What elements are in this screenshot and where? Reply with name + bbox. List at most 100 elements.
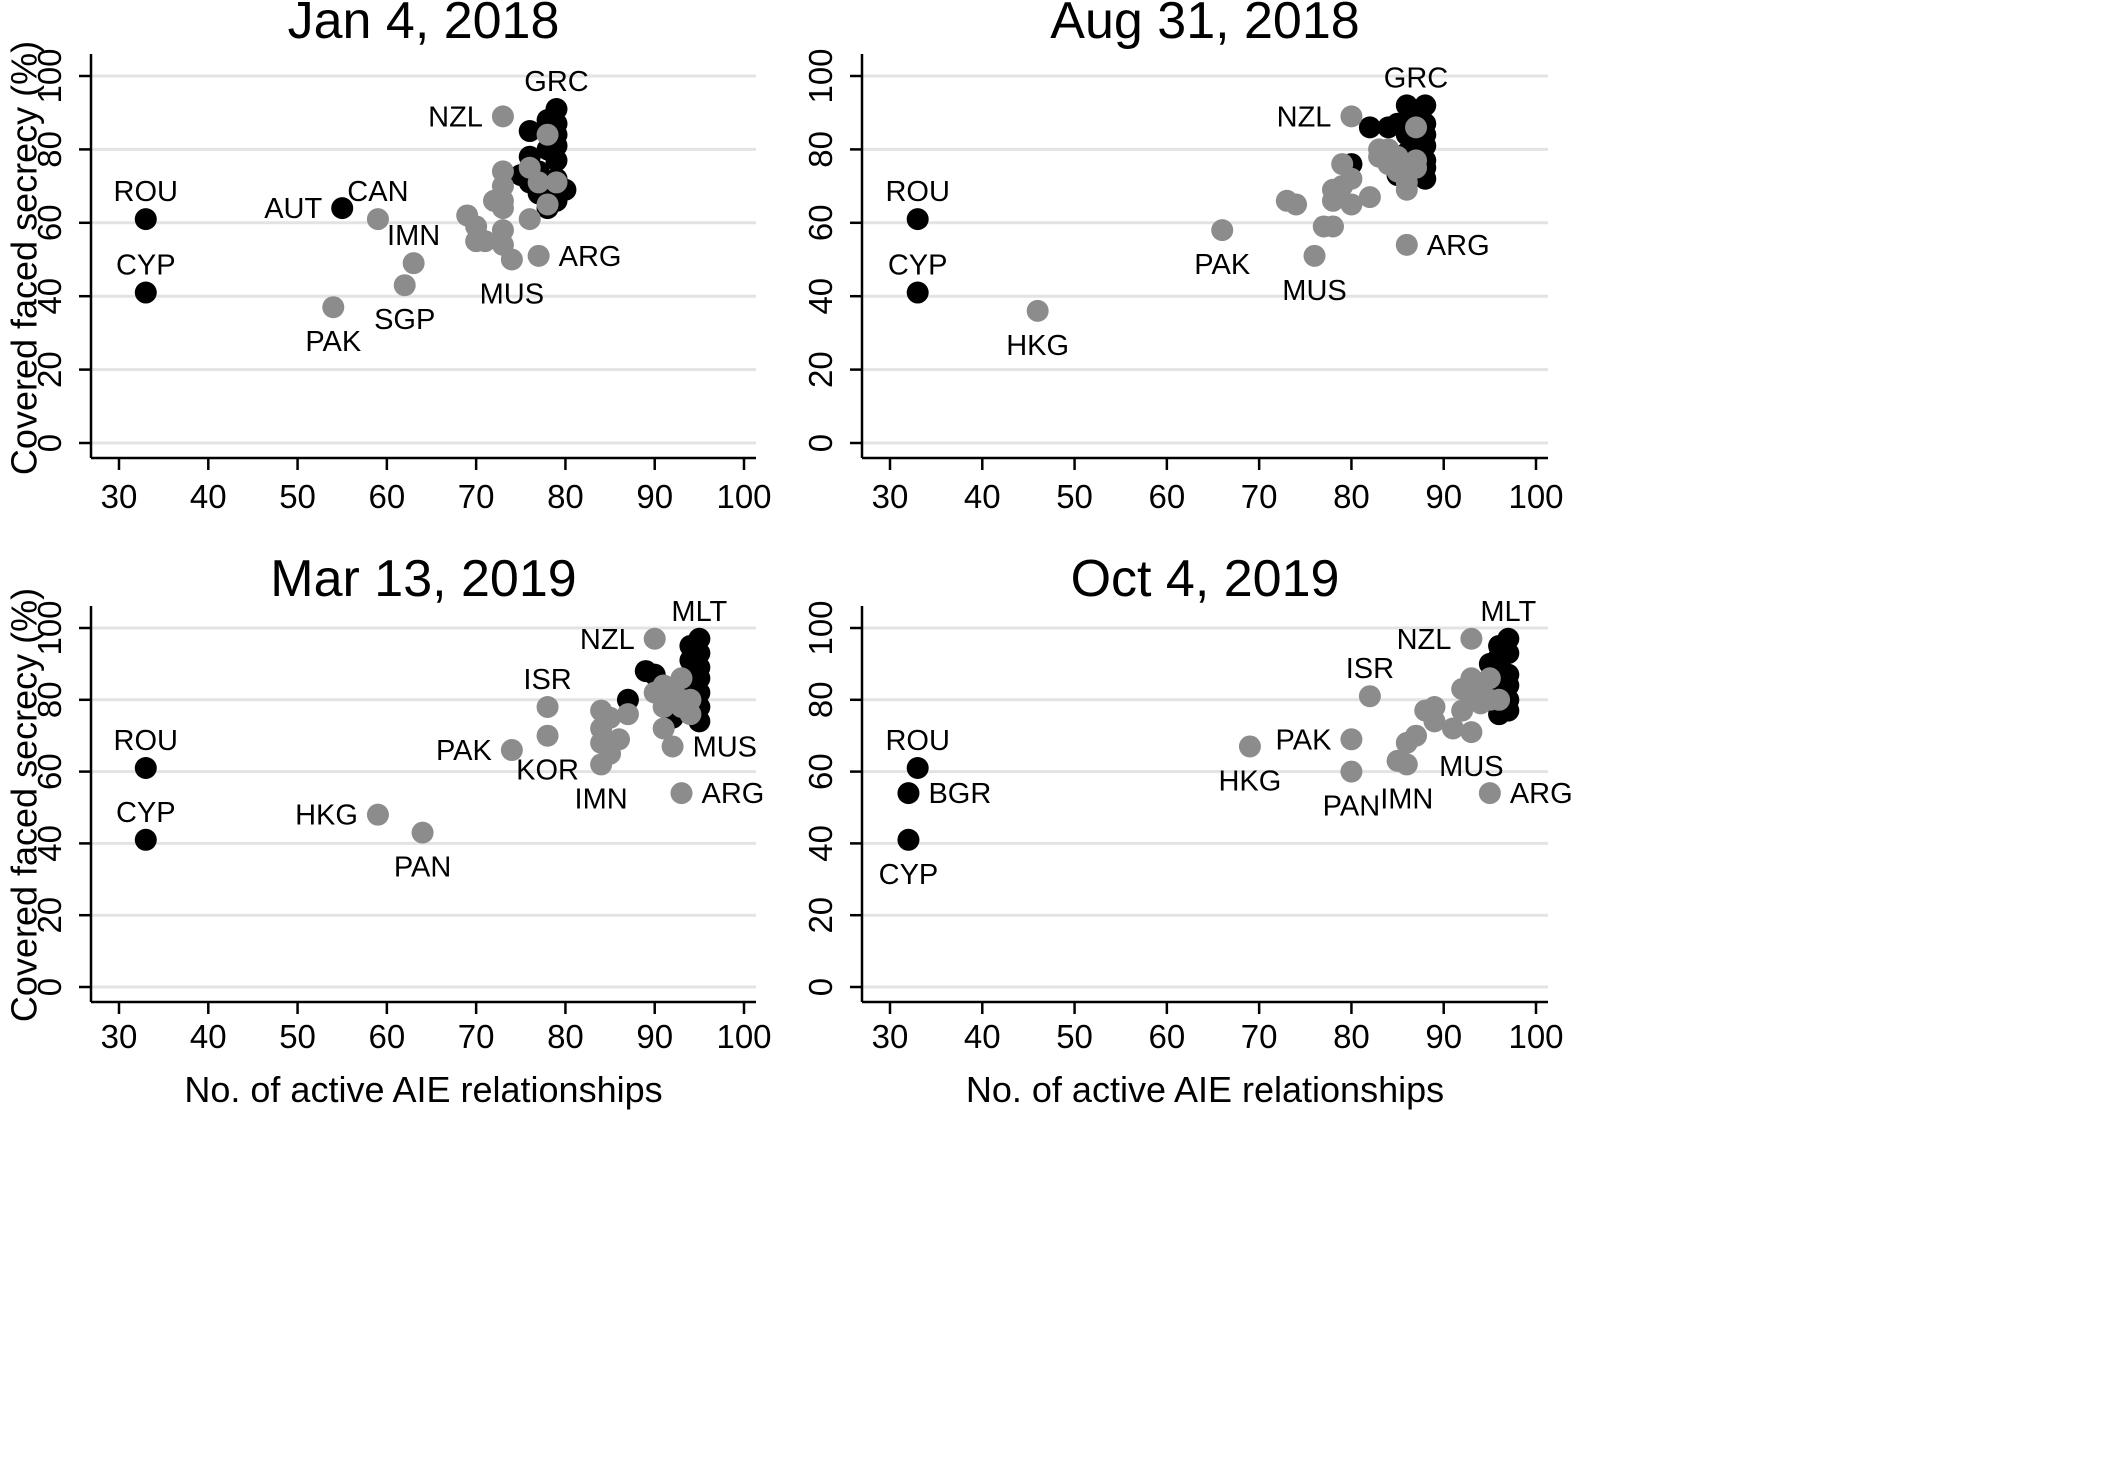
- y-tick-label: 60: [802, 753, 839, 790]
- data-point-gray: [518, 208, 541, 231]
- x-tick-label: 70: [458, 478, 495, 515]
- point-label: ISR: [1346, 653, 1394, 685]
- data-point-gray: [500, 739, 523, 762]
- point-label: NZL: [1397, 624, 1452, 656]
- point-label: PAN: [1323, 791, 1380, 823]
- data-point-gray: [1405, 156, 1428, 179]
- y-tick-label: 100: [31, 48, 68, 103]
- y-tick-label: 60: [31, 753, 68, 790]
- data-point-gray: [1340, 728, 1363, 751]
- x-tick-label: 100: [716, 1018, 771, 1055]
- data-point-black: [906, 757, 929, 780]
- data-point-gray: [643, 627, 666, 650]
- data-point-gray: [500, 248, 523, 271]
- x-tick-label: 100: [716, 478, 771, 515]
- point-label: ARG: [1510, 778, 1573, 810]
- data-point-gray: [1405, 116, 1428, 139]
- data-point-gray: [474, 230, 497, 253]
- y-tick-label: 40: [31, 278, 68, 315]
- x-tick-label: 70: [458, 1018, 495, 1055]
- data-point-gray: [608, 728, 630, 751]
- data-point-gray: [1395, 178, 1418, 201]
- x-tick-label: 60: [1148, 1018, 1185, 1055]
- data-point-black: [545, 149, 568, 172]
- panel-title: Oct 4, 2019: [1071, 550, 1340, 608]
- data-point-gray: [536, 724, 559, 747]
- y-axis-label: Covered faced secrecy (%): [4, 41, 45, 475]
- y-tick-label: 60: [31, 204, 68, 241]
- point-label: IMN: [387, 220, 440, 252]
- point-label: MUS: [1282, 275, 1346, 307]
- y-tick-label: 80: [31, 681, 68, 718]
- point-label: HKG: [1218, 765, 1281, 797]
- point-label: HKG: [1006, 330, 1069, 362]
- data-point-gray: [1285, 193, 1308, 216]
- x-tick-label: 50: [279, 478, 316, 515]
- point-label: NZL: [1277, 101, 1332, 133]
- data-point-gray: [1441, 717, 1464, 740]
- point-label: ARG: [702, 778, 765, 810]
- scatter-panel-1: Jan 4, 2018 0 20 40 60 80 100 30 40 50 60 70 80 90 100…: [4, 0, 772, 515]
- data-point-gray: [1405, 724, 1428, 747]
- y-tick-label: 40: [31, 825, 68, 862]
- data-point-gray: [536, 123, 559, 146]
- x-tick-label: 40: [190, 478, 227, 515]
- data-point-gray: [652, 717, 675, 740]
- x-axis-label: No. of active AIE relationships: [184, 1069, 662, 1110]
- x-tick-label: 80: [1333, 478, 1370, 515]
- point-label: NZL: [580, 624, 635, 656]
- y-tick-label: 20: [802, 351, 839, 388]
- x-tick-label: 100: [1508, 478, 1563, 515]
- x-tick-label: 30: [101, 1018, 138, 1055]
- x-axis-label: No. of active AIE relationships: [966, 1069, 1444, 1110]
- x-tick-label: 70: [1241, 1018, 1278, 1055]
- y-tick-label: 100: [802, 600, 839, 655]
- x-tick-label: 70: [1241, 478, 1278, 515]
- data-point-black: [134, 828, 157, 851]
- data-point-black: [1358, 116, 1381, 139]
- panel-title: Mar 13, 2019: [270, 550, 576, 608]
- x-tick-label: 60: [368, 478, 405, 515]
- data-point-gray: [1478, 782, 1501, 805]
- point-label: ISR: [523, 664, 571, 696]
- point-label: GRC: [1384, 62, 1448, 94]
- y-tick-label: 100: [802, 48, 839, 103]
- data-point-gray: [1340, 167, 1363, 190]
- point-label: PAK: [1276, 724, 1333, 756]
- data-point-black: [906, 208, 929, 231]
- point-label: PAK: [1194, 249, 1251, 281]
- x-tick-label: 90: [1425, 478, 1462, 515]
- data-point-gray: [545, 171, 568, 194]
- point-label: ROU: [885, 176, 949, 208]
- data-point-black: [331, 197, 354, 220]
- data-point-black: [897, 828, 920, 851]
- data-point-black: [1414, 94, 1437, 117]
- y-tick-label: 60: [802, 204, 839, 241]
- data-point-black: [134, 757, 157, 780]
- point-label: CYP: [116, 250, 176, 282]
- point-label: GRC: [524, 66, 588, 98]
- data-point-gray: [599, 706, 622, 729]
- data-point-gray: [1340, 193, 1363, 216]
- panel-title: Aug 31, 2018: [1050, 0, 1359, 50]
- x-tick-label: 90: [636, 1018, 673, 1055]
- y-tick-label: 20: [31, 351, 68, 388]
- data-point-gray: [322, 296, 345, 319]
- data-point-black: [897, 782, 920, 805]
- data-point-gray: [670, 667, 693, 690]
- data-point-gray: [679, 703, 702, 726]
- data-point-gray: [527, 244, 550, 267]
- x-tick-label: 80: [547, 478, 584, 515]
- x-tick-label: 100: [1508, 1018, 1563, 1055]
- y-tick-label: 20: [31, 897, 68, 934]
- y-tick-label: 0: [802, 434, 839, 452]
- data-point-gray: [1395, 753, 1418, 776]
- point-label: PAN: [394, 852, 451, 884]
- scatter-panel-3: Mar 13, 2019 0 20 40 60 80 100 30 40 50 60 70 80 90 10…: [4, 550, 772, 1110]
- data-point-gray: [491, 105, 514, 128]
- y-tick-label: 100: [31, 600, 68, 655]
- data-point-gray: [1340, 105, 1363, 128]
- x-tick-label: 60: [368, 1018, 405, 1055]
- data-point-gray: [1460, 627, 1483, 650]
